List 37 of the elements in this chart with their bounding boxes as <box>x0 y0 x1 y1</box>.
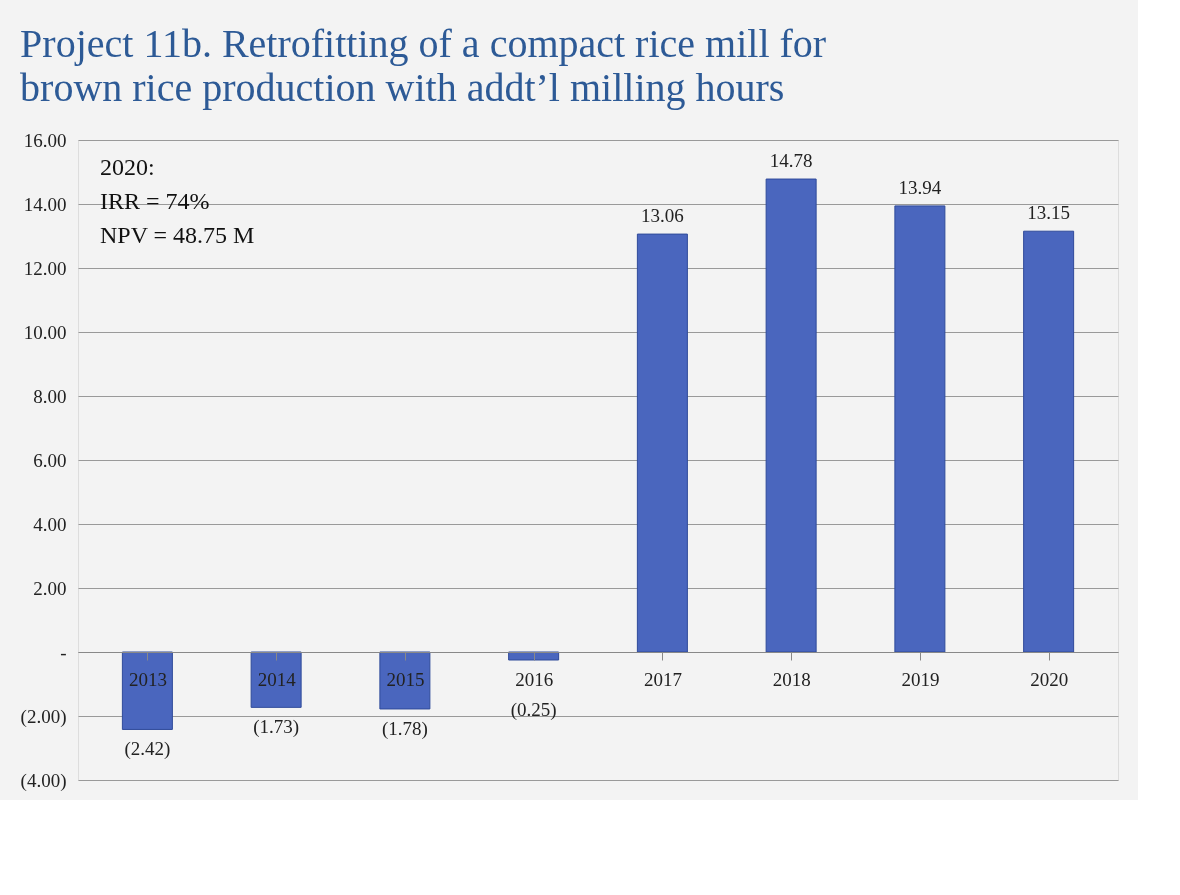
y-tick-label: (2.00) <box>20 705 67 728</box>
bar <box>636 233 688 653</box>
bar <box>894 205 946 653</box>
annotation: 2020: IRR = 74% NPV = 48.75 M <box>100 154 255 248</box>
bar <box>250 651 302 708</box>
x-tick-label: 2013 <box>128 668 167 690</box>
x-tick-label: 2014 <box>257 668 297 690</box>
y-tick-label: 14.00 <box>23 193 67 215</box>
x-tick-label: 2018 <box>772 668 811 690</box>
data-label: (1.78) <box>381 717 428 740</box>
y-tick-label: 12.00 <box>23 257 67 279</box>
y-tick-label: 4.00 <box>33 513 67 535</box>
bar <box>508 651 560 661</box>
y-tick-label: 6.00 <box>33 449 67 471</box>
bar <box>765 178 817 653</box>
x-tick-label: 2020 <box>1030 668 1069 690</box>
chart-title: Project 11b. Retrofitting of a compact rice mill for brown rice production with addt’l milling hours <box>20 21 827 110</box>
x-tick-label: 2017 <box>643 668 682 690</box>
bar <box>379 651 431 710</box>
x-tick-label: 2015 <box>386 668 425 690</box>
x-tick-label: 2019 <box>901 668 940 690</box>
y-tick-label: (4.00) <box>20 769 67 792</box>
data-label: 13.15 <box>1027 202 1070 224</box>
data-label: 14.78 <box>769 150 813 172</box>
x-tick-label: 2016 <box>515 668 554 690</box>
data-label: (0.25) <box>510 699 557 722</box>
y-tick-label: 10.00 <box>23 321 67 343</box>
data-label: (2.42) <box>124 738 171 761</box>
data-label: 13.06 <box>641 205 684 227</box>
data-label: (1.73) <box>253 716 300 739</box>
bar <box>121 651 173 730</box>
bar <box>1023 230 1075 653</box>
y-tick-label: 2.00 <box>33 577 67 599</box>
y-tick-label: 8.00 <box>33 385 67 407</box>
data-label: 13.94 <box>898 176 942 198</box>
y-tick-label: - <box>60 641 67 663</box>
y-tick-label: 16.00 <box>23 129 67 151</box>
